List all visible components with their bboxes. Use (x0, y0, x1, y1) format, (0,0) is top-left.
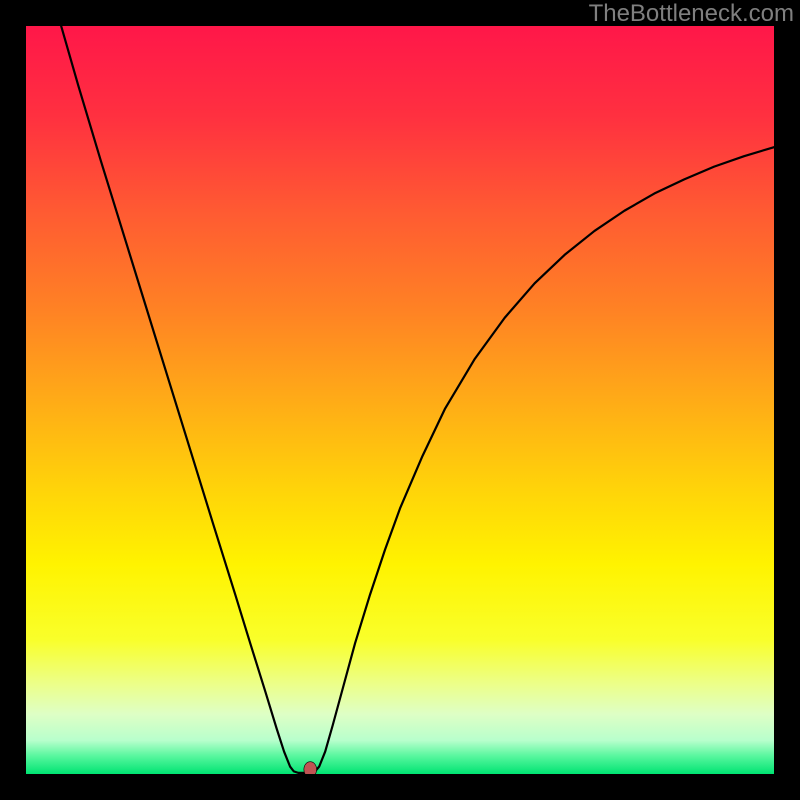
plot-area (26, 26, 774, 774)
operating-point-marker (304, 762, 317, 774)
plot-svg (26, 26, 774, 774)
gradient-background (26, 26, 774, 774)
watermark-text: TheBottleneck.com (589, 0, 794, 28)
